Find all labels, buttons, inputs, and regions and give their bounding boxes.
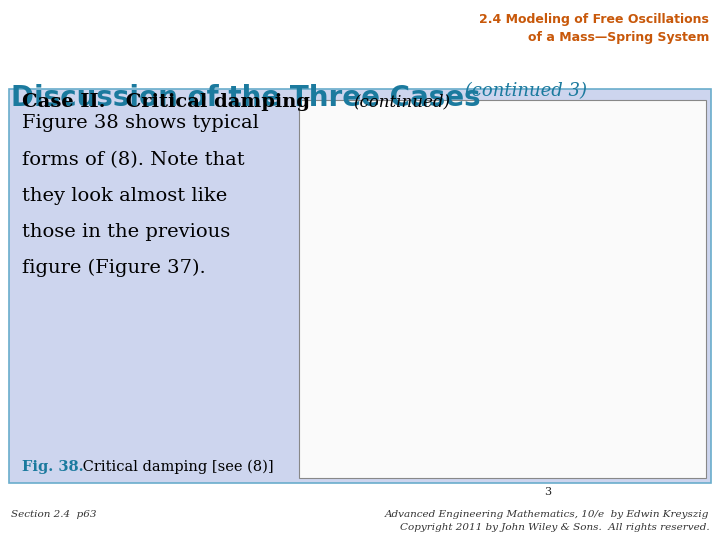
Text: (continued): (continued) [353,93,450,110]
Text: Case II.   Critical damping: Case II. Critical damping [22,93,316,111]
Text: 2: 2 [522,187,529,197]
Text: Fig. 38.: Fig. 38. [22,460,84,474]
Text: (continued 3): (continued 3) [459,82,588,100]
Text: $y$: $y$ [310,120,321,136]
Text: Positive: Positive [418,402,464,415]
Text: Negative: Negative [418,454,471,467]
Text: 2: 2 [376,430,382,439]
Text: figure (Figure 37).: figure (Figure 37). [22,259,205,278]
Text: forms of (8). Note that: forms of (8). Note that [22,151,244,168]
Text: 1: 1 [479,136,486,146]
Text: 3: 3 [544,488,551,497]
Text: Zero: Zero [418,428,446,441]
Text: Advanced Engineering Mathematics, 10/e  by Edwin Kreyszig
Copyright 2011 by John: Advanced Engineering Mathematics, 10/e b… [384,510,709,532]
Text: Critical damping [see (8)]: Critical damping [see (8)] [78,459,274,474]
Text: Initial velocity: Initial velocity [556,428,647,441]
Text: Figure 38 shows typical: Figure 38 shows typical [22,114,258,132]
Text: Section 2.4  p63: Section 2.4 p63 [11,510,96,519]
Text: $t$: $t$ [690,310,698,326]
Text: 3: 3 [376,456,382,465]
Text: they look almost like: they look almost like [22,187,227,205]
Text: 2.4 Modeling of Free Oscillations
of a Mass—Spring System: 2.4 Modeling of Free Oscillations of a M… [480,14,709,44]
Text: Discussion of the Three Cases: Discussion of the Three Cases [11,84,480,112]
Text: o: o [312,311,319,324]
Text: those in the previous: those in the previous [22,223,230,241]
Text: 1: 1 [376,404,382,413]
